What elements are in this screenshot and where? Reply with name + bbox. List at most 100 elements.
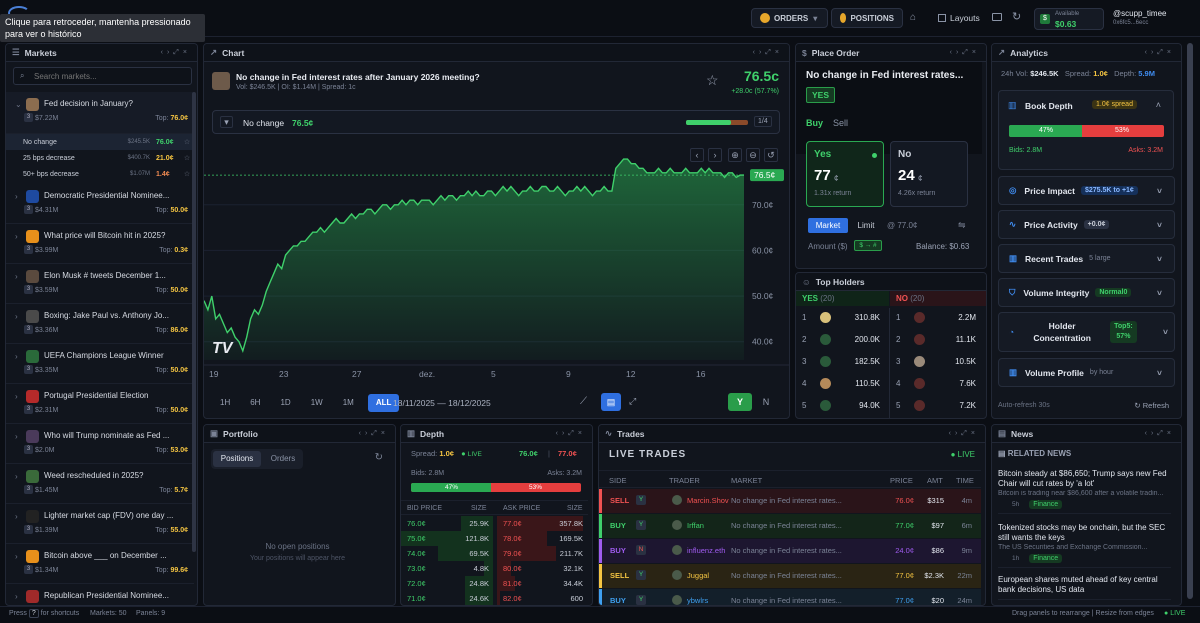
chevron-right-icon[interactable]: › (15, 272, 18, 281)
holder-row[interactable]: 2 200.0K 2 11.1K (796, 330, 986, 352)
zoom-out-icon[interactable]: ⊖ (746, 148, 760, 162)
star-icon[interactable]: ☆ (183, 171, 191, 178)
home-icon[interactable]: ⌂ (910, 12, 917, 23)
range-all-button[interactable]: ALL (367, 394, 400, 412)
currency-toggle[interactable]: $ → # (854, 240, 882, 251)
tab-positions[interactable]: Positions (213, 451, 261, 467)
market-item[interactable]: ⌄ Fed decision in January? 3 $7.22M Top: 76.… (6, 92, 194, 134)
positions-button[interactable]: POSITIONS (831, 8, 903, 28)
search-box[interactable]: ⌕ (13, 67, 192, 85)
market-order-tab[interactable]: Market (808, 218, 848, 233)
trades-header[interactable]: ∿ Trades ‹›⤢× (599, 425, 985, 443)
star-icon[interactable]: ☆ (706, 72, 719, 88)
price-activity-section[interactable]: ∿ Price Activity +0.0¢ ˅ (998, 210, 1175, 239)
portfolio-header[interactable]: ▣ Portfolio ‹›⤢× (204, 425, 395, 443)
holder-row[interactable]: 1 310.8K 1 2.2M (796, 308, 986, 330)
zoom-in-icon[interactable]: ⊕ (728, 148, 742, 162)
shortcut-key[interactable]: ? (28, 609, 39, 618)
outcome-row[interactable]: 25 bps decrease $400.7K 21.0¢ ☆ (6, 150, 194, 166)
chevron-right-icon[interactable]: › (15, 552, 18, 561)
chevron-right-icon[interactable]: › (15, 192, 18, 201)
chevron-right-icon[interactable]: › (15, 592, 18, 601)
chart-header[interactable]: ↗ Chart ‹›⤢× (204, 44, 789, 62)
depth-row[interactable]: 71.0¢ 24.6K 82.0¢ 600 (401, 591, 588, 605)
holder-row[interactable]: 5 94.0K 5 7.2K (796, 396, 986, 418)
panel-controls[interactable]: ‹›⤢× (948, 429, 979, 437)
markets-header[interactable]: ☰ Markets ‹›⤢× (6, 44, 197, 62)
depth-row[interactable]: 72.0¢ 24.8K 81.0¢ 34.4K (401, 576, 588, 591)
chevron-right-icon[interactable]: › (15, 432, 18, 441)
market-item[interactable]: › Portugal Presidential Election 3 $2.31M To… (6, 384, 194, 424)
limit-order-tab[interactable]: Limit (857, 221, 875, 230)
account-box[interactable]: @scupp_timee 0x6fc5...6ecc (1108, 8, 1190, 30)
market-item[interactable]: › Lighter market cap (FDV) one day ... 3 $1… (6, 504, 194, 544)
refresh-button[interactable]: ↻ Refresh (1134, 401, 1169, 410)
depth-row[interactable]: 73.0¢ 4.8K 80.0¢ 32.1K (401, 561, 588, 576)
yes-card[interactable]: Yes 77 ¢ 1.31x return (806, 141, 884, 207)
trade-row[interactable]: SELL Y Juggal No change in Fed interest rat… (599, 564, 981, 588)
right-scrollbar[interactable] (1187, 43, 1193, 599)
market-item[interactable]: › What price will Bitcoin hit in 2025? 3 $3… (6, 224, 194, 264)
news-item[interactable]: Bitcoin steady at $86,650; Trump says ne… (998, 469, 1171, 514)
chevron-right-icon[interactable]: › (15, 352, 18, 361)
price-chart[interactable]: 76.5¢ 70.0¢ 60.0¢ 50.0¢ 40.0¢ 19 23 27 dez. 5 9 12 1… (204, 140, 790, 380)
layouts-button[interactable]: Layouts (938, 13, 980, 23)
chevron-right-icon[interactable]: › (15, 312, 18, 321)
market-item[interactable]: › Weed rescheduled in 2025? 3 $1.45M Top: 5.… (6, 464, 194, 504)
news-header[interactable]: ▤ News ‹›⤢× (992, 425, 1181, 443)
range-1h-button[interactable]: 1H (220, 398, 231, 407)
chevron-right-icon[interactable]: › (15, 512, 18, 521)
book-depth-card[interactable]: ▥ Book Depth 1.0¢ spread ˄ 47% 53% Bids:… (998, 90, 1174, 170)
depth-row[interactable]: 76.0¢ 25.9K 77.0¢ 357.8K (401, 516, 588, 531)
settings-icon[interactable]: ⇋ (958, 220, 966, 230)
analytics-header[interactable]: ↗ Analytics ‹›⤢× (992, 44, 1181, 62)
range-1d-button[interactable]: 1D (280, 398, 291, 407)
trader-name[interactable]: Marcin.Shov (687, 496, 729, 505)
panel-controls[interactable]: ‹›⤢× (358, 429, 389, 437)
orders-button[interactable]: ORDERS ▾ (751, 8, 828, 28)
market-item[interactable]: › Democratic Presidential Nominee... 3 $4.3… (6, 184, 194, 224)
outcome-row[interactable]: No change $245.5K 76.0¢ ☆ (6, 134, 194, 150)
chevron-right-icon[interactable]: › (15, 232, 18, 241)
area-chart-icon[interactable]: ▤ (601, 393, 621, 411)
chevron-right-icon[interactable]: › (15, 472, 18, 481)
depth-row[interactable]: 75.0¢ 121.8K 78.0¢ 169.5K (401, 531, 588, 546)
panel-controls[interactable]: ‹›⤢× (1144, 48, 1175, 56)
chevron-right-icon[interactable]: › (708, 148, 722, 162)
chevron-down-icon[interactable]: ▾ (220, 116, 233, 128)
market-item[interactable]: › Who will Trump nominate as Fed ... 3 $2.0… (6, 424, 194, 464)
line-chart-icon[interactable]: ⟋ (580, 396, 587, 407)
trader-name[interactable]: influenz.eth (687, 546, 726, 555)
recent-trades-section[interactable]: ▥ Recent Trades 5 large ˅ (998, 244, 1175, 273)
holder-row[interactable]: 3 182.5K 3 10.5K (796, 352, 986, 374)
star-icon[interactable]: ☆ (183, 155, 191, 162)
market-item[interactable]: › Boxing: Jake Paul vs. Anthony Jo... 3 $3.… (6, 304, 194, 344)
chart-area[interactable]: 76.5¢ 70.0¢ 60.0¢ 50.0¢ 40.0¢ 19 23 27 dez. 5 9 12 1… (204, 140, 790, 380)
trade-row[interactable]: SELL Y Marcin.Shov No change in Fed interes… (599, 489, 981, 513)
chevron-right-icon[interactable]: › (15, 392, 18, 401)
yes-toggle[interactable]: Y (728, 393, 752, 411)
range-1w-button[interactable]: 1W (310, 398, 323, 407)
market-item[interactable]: › Republican Presidential Nominee... (6, 584, 194, 605)
refresh-icon[interactable]: ↻ (374, 452, 383, 463)
panel-controls[interactable]: ‹›⤢× (555, 429, 586, 437)
depth-header[interactable]: ▥ Depth ‹›⤢× (401, 425, 592, 443)
market-item[interactable]: › Elon Musk # tweets December 1... 3 $3.59M… (6, 264, 194, 304)
depth-row[interactable]: 74.0¢ 69.5K 79.0¢ 211.7K (401, 546, 588, 561)
no-card[interactable]: No 24 ¢ 4.26x return (890, 141, 968, 207)
reset-icon[interactable]: ↺ (764, 148, 778, 162)
tab-orders[interactable]: Orders (270, 454, 296, 463)
monitor-icon[interactable] (992, 13, 1002, 21)
top-holders-header[interactable]: ☺ Top Holders (796, 273, 986, 291)
news-item[interactable]: European shares muted ahead of key centr… (998, 575, 1171, 600)
trade-row[interactable]: BUY Y Irffan No change in Fed interest rate… (599, 514, 981, 538)
panel-controls[interactable]: ‹›⤢× (1144, 429, 1175, 437)
outcome-page[interactable]: 1/4 (754, 116, 772, 127)
trader-name[interactable]: Irffan (687, 521, 704, 530)
volume-integrity-section[interactable]: ⛉ Volume Integrity Normal0 ˅ (998, 278, 1175, 307)
chevron-left-icon[interactable]: ‹ (690, 148, 704, 162)
sell-tab[interactable]: Sell (833, 118, 849, 128)
scrollbar[interactable] (192, 92, 196, 552)
